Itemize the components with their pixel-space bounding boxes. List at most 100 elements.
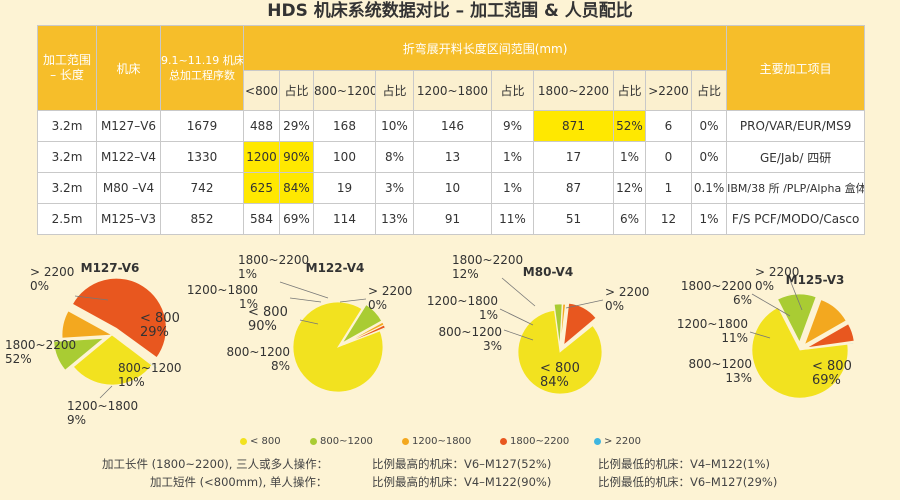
pie-data-label: 800~1200 13% [689,357,753,385]
cell-range: 2.5m [37,203,97,235]
sub-header: <800 [243,70,280,111]
cell-value: 488 [243,110,280,142]
cell-value: 6 [645,110,692,142]
leader-line [499,308,534,326]
cell-value: 29% [279,110,314,142]
pie-data-label: 1800~2200 6% [681,279,752,307]
legend-item: < 800 [240,436,281,447]
sub-header: 1200~1800 [413,70,492,111]
cell-value: 114 [313,203,376,235]
pie-slice [343,327,387,346]
legend-label: 1200~1800 [412,436,472,447]
cell-value: 87 [533,172,614,204]
legend-item: 800~1200 [310,436,373,447]
cell-value: 0 [645,141,692,173]
header-range: 加工范围 – 长度 [37,25,97,111]
cell-machine: M125–V3 [96,203,161,235]
sub-header: 占比 [690,70,728,111]
sub-header: 占比 [279,70,314,111]
cell-value-highlight: 625 [243,172,280,204]
legend-label: 800~1200 [320,436,373,447]
cell-items: GE/Jab/ 四研 [726,141,866,173]
pie-data-label: > 2200 0% [605,285,649,313]
pie-title: M122-V4 [306,261,365,275]
cell-value: 1% [613,141,646,173]
pie-data-label: 800~1200 3% [439,325,503,353]
cell-range: 3.2m [37,172,97,204]
pie-data-label: 1200~1800 9% [67,399,138,427]
legend-swatch [402,437,409,445]
pie-slice [292,301,384,393]
legend-swatch [240,437,247,445]
cell-value: 1% [491,172,534,204]
cell-total: 742 [160,172,244,204]
pie-slice [560,303,566,347]
leader-line [299,319,319,325]
pie-data-label: 1200~1800 1% [187,283,258,311]
leader-line [279,281,329,299]
header-machine: 机床 [96,25,161,111]
pie-slice [342,304,383,344]
note-long-highest: 比例最高的机床：V6–M127(52%) [372,457,552,471]
cell-value: 6% [613,203,646,235]
sub-header: 占比 [375,70,414,111]
cell-value: 51 [533,203,614,235]
cell-value: 10% [375,110,414,142]
cell-value: 91 [413,203,492,235]
note-short-lowest: 比例最低的机床：V6–M127(29%) [598,475,778,489]
pie-slice [563,302,597,346]
table-row: 3.2m M80 –V4 742 625 84% 19 3% 10 1% 87 … [37,172,866,204]
note-long-lowest: 比例最低的机床：V4–M122(1%) [598,457,771,471]
leader-line [749,331,771,339]
pie-data-label: > 2200 0% [30,265,74,293]
pie-slice [72,334,154,386]
pie-slice [53,337,105,371]
sub-header: >2200 [645,70,692,111]
cell-items: IBM/38 所 /PLP/Alpha 盒体 [726,172,866,204]
cell-value: 11% [491,203,534,235]
chart-legend: < 800 800~1200 1200~1800 1800~2200 > 220… [232,436,652,450]
cell-value: 1% [491,141,534,173]
note-long-label: 加工长件 (1800~2200), 三人或多人操作： [102,457,329,471]
cell-value: 0% [690,110,728,142]
sub-header: 800~1200 [313,70,376,111]
legend-swatch [310,437,317,445]
pie-slice [777,293,817,344]
note-short-label: 加工短件 (<800mm), 单人操作： [150,475,328,489]
sub-header: 1800~2200 [533,70,614,111]
cell-value-highlight: 52% [613,110,646,142]
pie-data-label: 1200~1800 11% [677,317,748,345]
comparison-table: 加工范围 – 长度 机床 9.1~11.19 机床 总加工程序数 折弯展开料长度区间… [37,25,866,235]
leader-line [501,277,536,307]
cell-value: 13 [413,141,492,173]
pie-data-label: > 2200 0% [755,265,799,293]
sub-header: 占比 [613,70,646,111]
pie-slice [553,303,563,347]
pie-charts: M127-V6 < 800 29% 800~1200 10% 1200~1800 9% 180… [5,253,855,427]
pie-data-label: 800~1200 8% [227,345,291,373]
pie-slice [71,277,167,359]
pie-data-label: < 800 69% [812,359,852,388]
cell-value: 13% [375,203,414,235]
cell-range: 3.2m [37,110,97,142]
legend-item: 1200~1800 [402,436,471,447]
sub-header: 占比 [491,70,534,111]
pie-slice [517,309,603,395]
cell-value: 1% [690,203,728,235]
cell-value: 17 [533,141,614,173]
leader-line [289,297,322,303]
cell-value: 0.1% [690,172,728,204]
pie-data-label: 1200~1800 1% [427,294,498,322]
cell-value: 19 [313,172,376,204]
header-total: 9.1~11.19 机床 总加工程序数 [160,25,244,111]
pie-slice [751,306,849,399]
cell-value: 1 [645,172,692,204]
pie-slice [805,342,855,350]
cell-value: 12% [613,172,646,204]
cell-items: F/S PCF/MODO/Casco [726,203,866,235]
legend-label: 1800~2200 [510,436,570,447]
sub-header-row: <800 占比 800~1200 占比 1200~1800 占比 1800~22… [38,70,865,111]
cell-value: 8% [375,141,414,173]
table-row: 2.5m M125–V3 852 584 69% 114 13% 91 11% … [37,203,866,235]
pie-slice [116,338,158,370]
